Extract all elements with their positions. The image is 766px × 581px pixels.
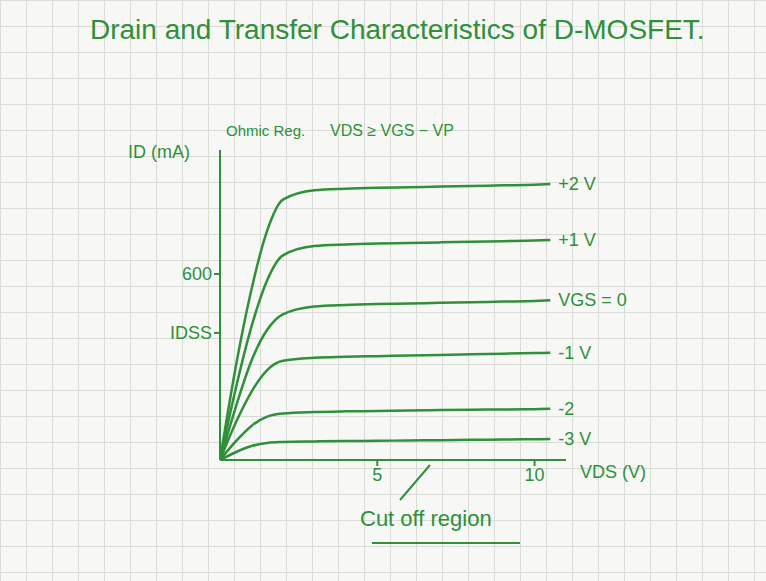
- svg-text:600: 600: [182, 264, 212, 284]
- html-text:Ohmic Reg.: Ohmic Reg.: [226, 122, 306, 139]
- html-text:Cut off region: Cut off region: [360, 506, 492, 531]
- svg-text:IDSS: IDSS: [170, 323, 212, 343]
- svg-text:-2: -2: [558, 399, 574, 419]
- html-text:Drain and Transfer Characteris: Drain and Transfer Characteristics of D-…: [90, 14, 705, 45]
- html-text:ID (mA): ID (mA): [128, 142, 190, 162]
- html-text:VDS ≥ VGS − VP: VDS ≥ VGS − VP: [330, 122, 454, 139]
- svg-text:+2 V: +2 V: [558, 174, 596, 194]
- svg-text:5: 5: [372, 465, 382, 485]
- svg-text:10: 10: [525, 465, 545, 485]
- svg-text:+1 V: +1 V: [558, 230, 596, 250]
- svg-text:-1 V: -1 V: [558, 343, 591, 363]
- html-text:VDS (V): VDS (V): [580, 462, 646, 482]
- svg-text:-3 V: -3 V: [558, 429, 591, 449]
- svg-text:VGS = 0: VGS = 0: [558, 290, 627, 310]
